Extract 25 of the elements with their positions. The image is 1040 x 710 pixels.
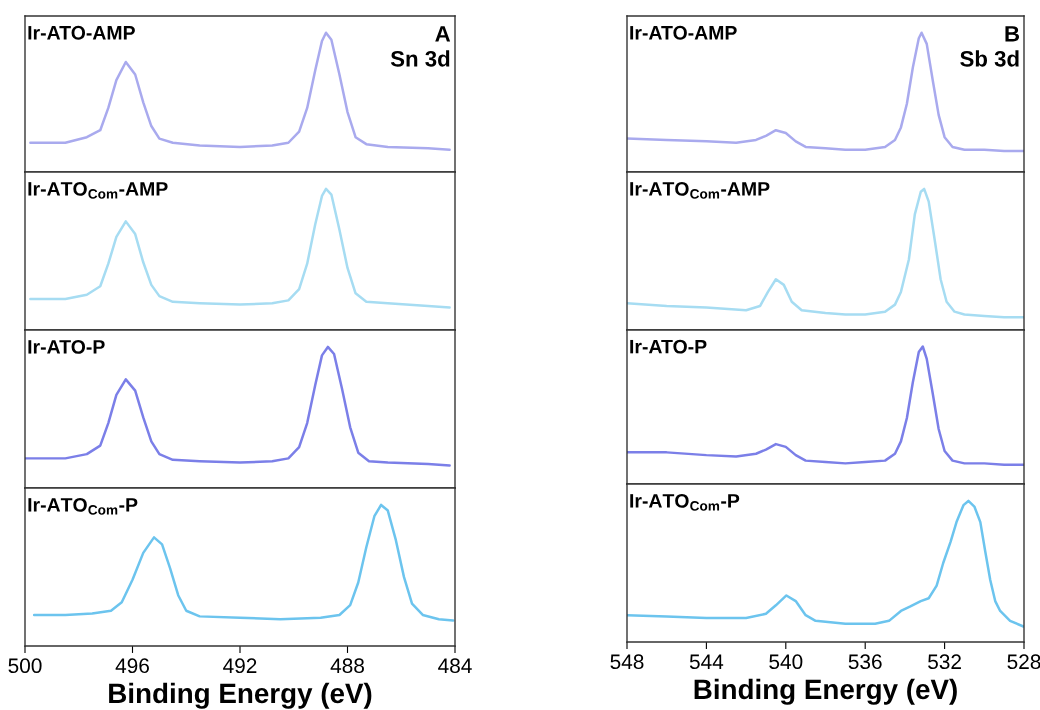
x-tick-label: 548 <box>610 654 644 670</box>
annotation: Ir-ATO-P <box>28 339 105 354</box>
x-tick-label: 500 <box>8 658 42 674</box>
annotation: Ir-ATO$_{Com}$-AMP <box>28 181 168 199</box>
x-tick-label: 496 <box>115 658 149 674</box>
annotation: Ir-ATO-AMP <box>28 25 135 40</box>
x-tick-label: 528 <box>1007 654 1040 670</box>
annotation: Ir-ATO$_{Com}$-P <box>28 497 138 515</box>
x-tick-label: 544 <box>689 654 724 670</box>
annotation: Ir-ATO-AMP <box>630 25 737 40</box>
x-tick-label: 484 <box>438 658 472 674</box>
annotation: A <box>435 26 451 42</box>
annotation: Ir-ATO$_{Com}$-AMP <box>630 181 770 199</box>
annotation: Sn 3d <box>390 50 450 67</box>
x-tick-label: 540 <box>769 654 803 670</box>
x-tick-label: 532 <box>928 654 961 670</box>
x-axis-title: Binding Energy (eV) <box>109 682 372 709</box>
annotation: B <box>1005 26 1020 42</box>
x-tick-label: 488 <box>330 658 364 674</box>
annotation: Ir-ATO-P <box>630 339 707 354</box>
annotation: Ir-ATO$_{Com}$-P <box>630 493 740 511</box>
x-axis-title: Binding Energy (eV) <box>694 678 957 705</box>
x-tick-label: 492 <box>223 658 257 674</box>
x-tick-label: 536 <box>848 654 882 670</box>
annotation: Sb 3d <box>960 50 1019 67</box>
